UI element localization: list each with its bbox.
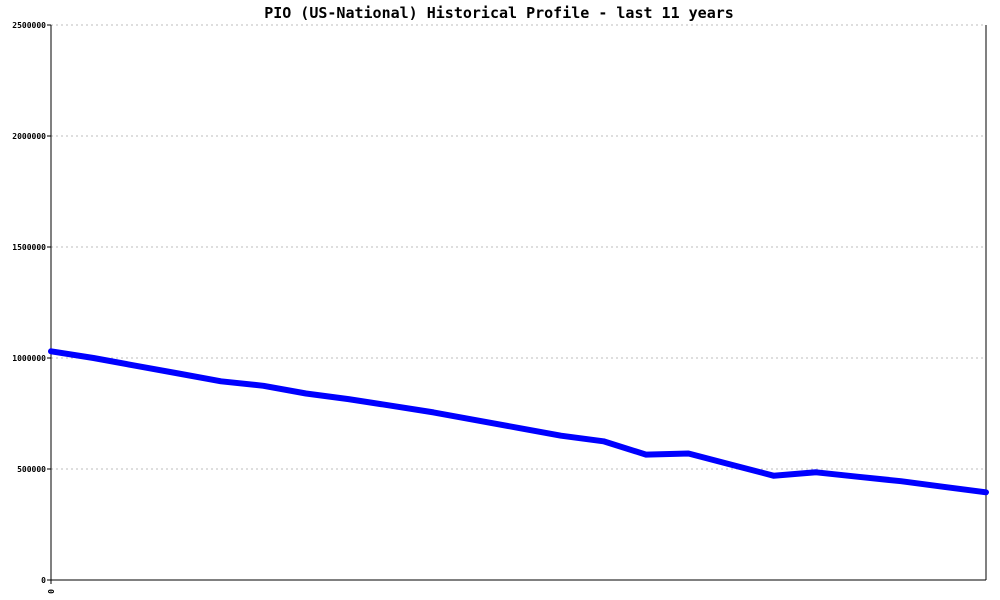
- axes: [50, 25, 987, 581]
- y-tick-label-1: 500000: [17, 465, 46, 474]
- y-tick-label-3: 1500000: [12, 243, 46, 252]
- y-tick-label-0: 0: [41, 576, 46, 585]
- y-tick-label-5: 2500000: [12, 21, 46, 30]
- y-axis-ticks: 0 500000 1000000 1500000 2000000 2500000: [12, 21, 51, 585]
- gridlines: [51, 24, 986, 470]
- chart-title: PIO (US-National) Historical Profile - l…: [264, 4, 734, 22]
- series-layer: [48, 348, 989, 496]
- y-tick-label-2: 1000000: [12, 354, 46, 363]
- x-tick-label-0: 0: [47, 589, 56, 594]
- series-line-0: [48, 348, 989, 496]
- x-axis-ticks: 0: [47, 580, 56, 594]
- y-tick-label-4: 2000000: [12, 132, 46, 141]
